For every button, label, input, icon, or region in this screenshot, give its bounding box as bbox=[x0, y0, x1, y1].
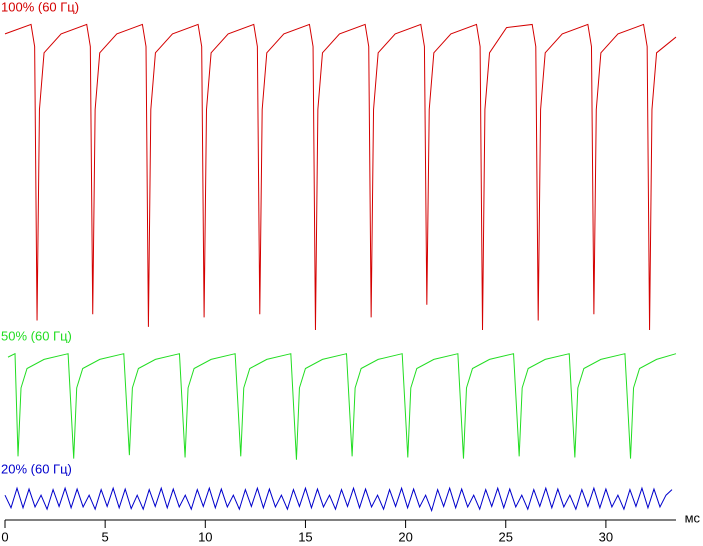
x-tick-label: 25 bbox=[499, 529, 513, 544]
trace bbox=[7, 352, 677, 460]
trace-label: 100% (60 Гц) bbox=[1, 0, 79, 14]
x-tick-label: 15 bbox=[298, 529, 312, 544]
x-axis-label: мс bbox=[685, 510, 701, 525]
x-tick-label: 10 bbox=[198, 529, 212, 544]
trace-label: 50% (60 Гц) bbox=[1, 328, 72, 343]
x-tick-label: 0 bbox=[1, 529, 8, 544]
x-tick-label: 5 bbox=[102, 529, 109, 544]
x-tick-label: 20 bbox=[398, 529, 412, 544]
trace bbox=[4, 486, 673, 513]
trace-label: 20% (60 Гц) bbox=[1, 461, 72, 476]
x-tick-label: 30 bbox=[599, 529, 613, 544]
trace bbox=[4, 23, 677, 331]
